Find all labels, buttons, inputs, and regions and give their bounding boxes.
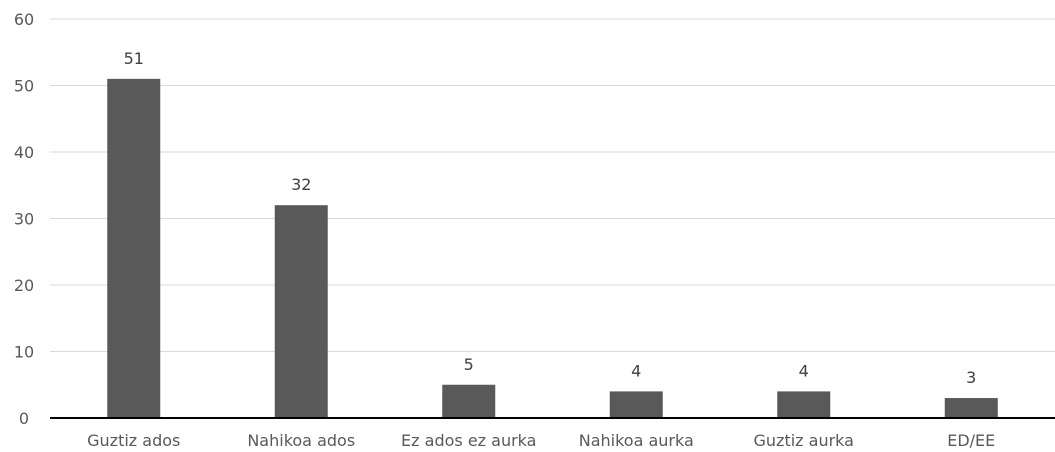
x-axis-tick-labels: Guztiz ados Nahikoa ados Ez ados ez aurka N…	[87, 431, 995, 450]
data-label: 4	[799, 361, 809, 380]
y-tick-label: 10	[14, 343, 34, 362]
x-tick-label: Guztiz ados	[87, 431, 180, 450]
y-tick-label: 0	[19, 409, 29, 428]
y-tick-label: 60	[14, 10, 34, 29]
data-label: 4	[631, 361, 641, 380]
data-labels: 51 32 5 4 4 3	[124, 49, 977, 387]
y-tick-label: 30	[14, 210, 34, 229]
data-label: 32	[291, 175, 311, 194]
y-axis-tick-labels: 0 10 20 30 40 50 60	[14, 10, 34, 428]
x-tick-label: Ez ados ez aurka	[401, 431, 536, 450]
data-label: 3	[966, 368, 976, 387]
x-tick-label: Nahikoa ados	[247, 431, 355, 450]
data-label: 5	[464, 355, 474, 374]
y-tick-label: 50	[14, 77, 34, 96]
x-tick-label: ED/EE	[947, 431, 995, 450]
bar	[442, 384, 496, 418]
bar	[274, 205, 328, 418]
data-label: 51	[124, 49, 144, 68]
bars	[107, 78, 998, 418]
x-tick-label: Guztiz aurka	[754, 431, 854, 450]
x-tick-label: Nahikoa aurka	[579, 431, 694, 450]
bar	[107, 78, 161, 418]
gridlines	[50, 18, 1055, 352]
y-tick-label: 40	[14, 143, 34, 162]
bar	[609, 391, 663, 418]
bar	[777, 391, 831, 418]
y-tick-label: 20	[14, 276, 34, 295]
bar	[944, 398, 998, 418]
